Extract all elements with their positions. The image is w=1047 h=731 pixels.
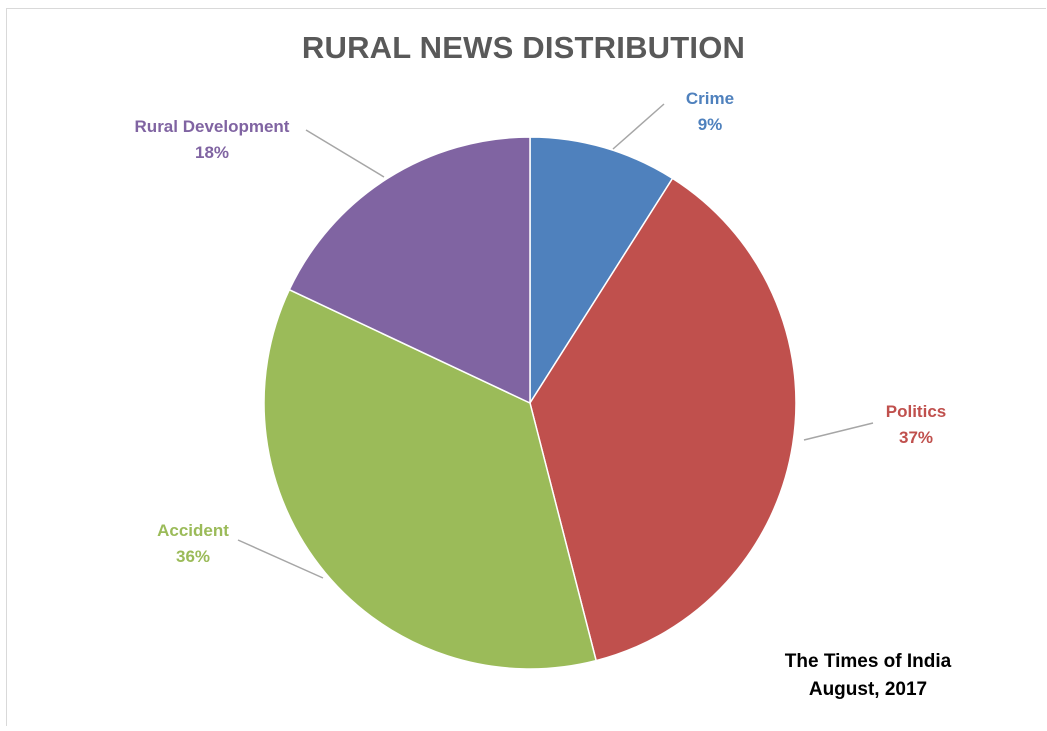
source-publication: The Times of India xyxy=(784,651,952,672)
pie-slice-accident xyxy=(263,288,598,670)
leader-line-accident xyxy=(237,539,324,579)
pie-slice-politics xyxy=(529,177,797,662)
slice-label-value: 18% xyxy=(195,143,229,162)
slice-label-name: Politics xyxy=(886,402,946,421)
slice-label-value: 37% xyxy=(899,428,933,447)
pie-slice-crime xyxy=(529,136,674,406)
pie-slice-rural-development xyxy=(288,136,531,405)
leader-lines xyxy=(237,103,874,579)
slice-label-value: 36% xyxy=(176,547,210,566)
slice-label-name: Crime xyxy=(686,89,734,108)
slice-label-name: Rural Development xyxy=(135,117,290,136)
source-note: The Times of India August, 2017 xyxy=(768,648,968,704)
leader-line-politics xyxy=(803,422,874,441)
leader-line-crime xyxy=(612,103,665,150)
pie-slices xyxy=(263,136,797,670)
slice-label-value: 9% xyxy=(698,115,723,134)
slice-labels: Crime 9% Politics 37% Accident 36% Rural Devel… xyxy=(135,89,947,566)
chart-frame xyxy=(6,8,1046,726)
source-date: August, 2017 xyxy=(808,679,928,700)
chart-title: RURAL NEWS DISTRIBUTION xyxy=(301,30,746,65)
leader-line-rural-development xyxy=(305,129,385,178)
slice-label-name: Accident xyxy=(157,521,229,540)
